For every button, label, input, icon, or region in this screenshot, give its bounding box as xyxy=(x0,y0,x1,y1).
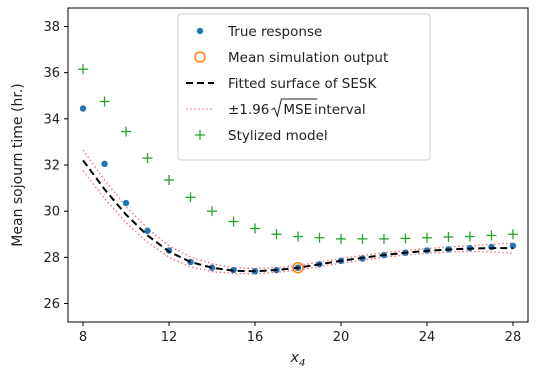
x-tick-label: 28 xyxy=(505,330,522,345)
y-tick-label: 30 xyxy=(43,205,60,220)
y-tick-label: 36 xyxy=(43,66,60,81)
legend-stylized-model-label: Stylized model xyxy=(228,128,328,144)
x-tick-label: 12 xyxy=(161,330,178,345)
stylized-model-point xyxy=(121,126,132,137)
legend-box xyxy=(177,13,431,161)
true-response-point xyxy=(208,264,216,271)
legend-interval-radicand: MSE xyxy=(283,102,312,118)
y-tick-label: 32 xyxy=(43,159,60,174)
x-tick-label: 8 xyxy=(79,330,87,345)
stylized-model-point xyxy=(443,232,454,243)
stylized-model-point xyxy=(142,153,153,164)
legend-mean-simulation-symbol xyxy=(194,51,206,63)
true-response-point xyxy=(101,160,108,168)
true-response-point xyxy=(488,243,495,251)
stylized-model-point xyxy=(335,233,346,244)
stylized-model-point xyxy=(464,231,475,242)
legend-interval-suffix: interval xyxy=(314,102,365,118)
legend-stylized-model-symbol xyxy=(195,130,205,140)
legend-true-response-label: True response xyxy=(227,24,322,40)
x-axis-label: x4 xyxy=(290,350,306,369)
stylized-model-point xyxy=(207,206,218,217)
x-tick-label: 20 xyxy=(333,330,350,345)
mean-simulation-point xyxy=(292,261,304,274)
x-tick-label: 24 xyxy=(419,330,436,345)
legend-mean-simulation-label: Mean simulation output xyxy=(228,50,388,66)
stylized-model-point xyxy=(271,229,282,240)
stylized-model-point xyxy=(164,175,175,186)
legend-fitted-surface-label: Fitted surface of SESK xyxy=(228,76,377,92)
stylized-model-point xyxy=(250,223,261,234)
y-tick-label: 38 xyxy=(43,20,60,35)
true-response-point xyxy=(509,242,517,250)
true-response-point xyxy=(79,105,87,112)
stylized-model-point xyxy=(185,192,196,203)
stylized-model-point xyxy=(293,231,303,242)
stylized-model-point xyxy=(421,232,432,243)
interval-lower-line xyxy=(82,170,513,275)
true-response-point xyxy=(122,199,130,207)
legend-true-response-symbol xyxy=(196,27,204,35)
legend: True response Mean simulation output Fitte… xyxy=(177,13,431,161)
x-axis-label-subscript: 4 xyxy=(299,358,305,369)
stylized-model-point xyxy=(99,96,110,107)
legend-interval-label: ±1.96 xyxy=(228,102,269,118)
axes: 8 12 16 20 24 28 26 28 30 32 34 36 38 x4 Mean sojourn … xyxy=(10,7,529,369)
fitted-surface-line xyxy=(82,159,513,273)
x-tick-label: 16 xyxy=(247,330,264,345)
true-response-point xyxy=(144,227,151,235)
legend-sqrt-symbol xyxy=(271,98,318,118)
y-tick-label: 26 xyxy=(43,297,60,312)
plot-area xyxy=(78,64,518,275)
stylized-model-point xyxy=(486,230,497,241)
stylized-model-point xyxy=(507,229,518,240)
legend-interval-prefix: ±1.96 xyxy=(228,102,269,118)
stylized-model-point xyxy=(378,233,389,244)
y-tick-label: 28 xyxy=(43,251,60,266)
y-tick-label: 34 xyxy=(43,112,60,127)
stylized-model-point xyxy=(78,64,89,75)
stylized-model-point xyxy=(228,216,239,227)
stylized-model-point xyxy=(357,233,368,244)
x-axis-label-main: x xyxy=(290,350,300,366)
stylized-model-point xyxy=(314,232,325,243)
stylized-model-point xyxy=(400,233,411,244)
y-axis-label: Mean sojourn time (hr.) xyxy=(10,83,26,246)
